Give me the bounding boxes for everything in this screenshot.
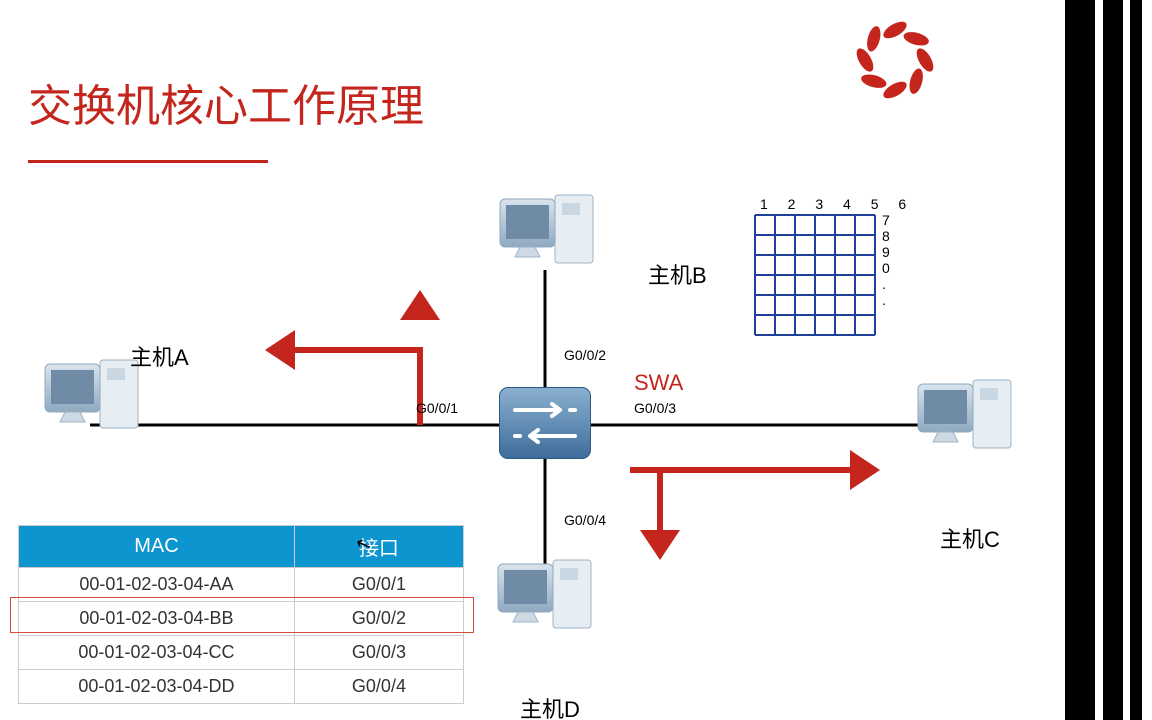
- port-1-label: G0/0/1: [416, 400, 458, 416]
- computer-icon: [500, 195, 593, 263]
- col-port: 接口: [294, 526, 463, 568]
- grid-icon: [755, 215, 875, 335]
- grid-top-labels: 1 2 3 4 5 6: [760, 196, 914, 212]
- host-d-label: 主机D: [520, 692, 580, 720]
- side-stripes: [1065, 0, 1152, 720]
- host-b-label: 主机B: [648, 258, 707, 290]
- host-a-label: 主机A: [130, 340, 189, 372]
- grid-right-labels: 7 8 9 0 . .: [882, 212, 890, 308]
- computer-icon: [45, 360, 138, 428]
- port-4-label: G0/0/4: [564, 512, 606, 528]
- col-mac: MAC: [19, 526, 295, 568]
- computer-icon: [498, 560, 591, 628]
- table-row: 00-01-02-03-04-BB G0/0/2: [19, 602, 464, 636]
- mac-table: MAC 接口 00-01-02-03-04-AA G0/0/1 00-01-02…: [18, 525, 464, 704]
- port-2-label: G0/0/2: [564, 347, 606, 363]
- table-row: 00-01-02-03-04-CC G0/0/3: [19, 636, 464, 670]
- computer-icon: [918, 380, 1011, 448]
- switch-label: SWA: [634, 370, 683, 396]
- table-header-row: MAC 接口: [19, 526, 464, 568]
- port-3-label: G0/0/3: [634, 400, 676, 416]
- host-c-label: 主机C: [940, 522, 1000, 554]
- table-row: 00-01-02-03-04-DD G0/0/4: [19, 670, 464, 704]
- table-row: 00-01-02-03-04-AA G0/0/1: [19, 568, 464, 602]
- slide: 交换机核心工作原理: [0, 0, 1065, 720]
